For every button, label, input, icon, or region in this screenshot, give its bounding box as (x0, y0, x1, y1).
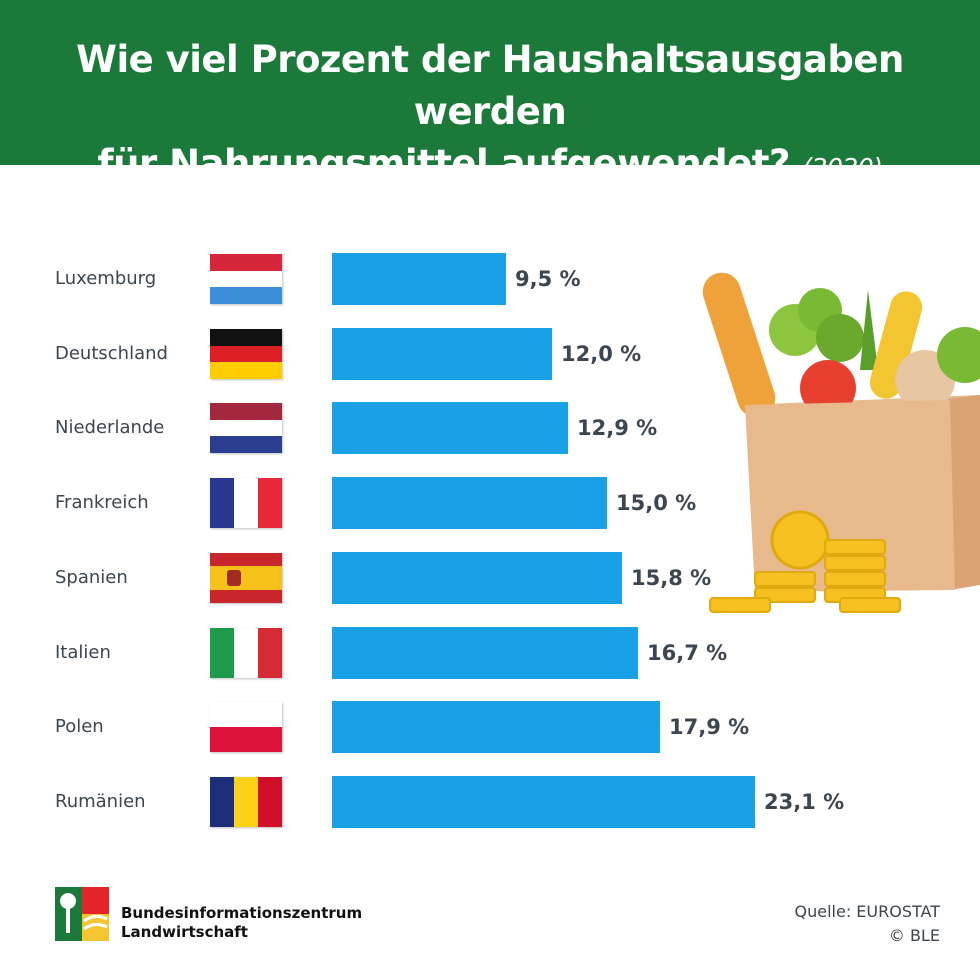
value-label-spanien: 15,8 % (631, 566, 712, 590)
source-note: Quelle: EUROSTAT © BLE (795, 900, 940, 948)
flag-luxembourg-icon (210, 254, 282, 304)
flag-italy-icon (210, 628, 282, 678)
value-label-frankreich: 15,0 % (616, 491, 697, 515)
flag-spain-icon (210, 553, 282, 603)
flag-germany-icon (210, 329, 282, 379)
category-label-deutschland: Deutschland (55, 343, 168, 364)
category-label-italien: Italien (55, 642, 111, 663)
organization-name: Bundesinformationszentrum Landwirtschaft (121, 904, 362, 942)
org-line1: Bundesinformationszentrum (121, 904, 363, 922)
bar-deutschland (332, 328, 552, 380)
ble-logo-icon (55, 887, 109, 941)
flag-netherlands-icon (210, 403, 282, 453)
flag-romania-icon (210, 777, 282, 827)
category-label-polen: Polen (55, 716, 104, 737)
category-label-spanien: Spanien (55, 567, 128, 588)
bar-italien (332, 627, 638, 679)
value-label-polen: 17,9 % (669, 715, 750, 739)
chart-title-line2: für Nahrungsmittel aufgewendet? (2020) (0, 138, 980, 194)
category-label-rumaenien: Rumänien (55, 791, 146, 812)
bar-rumaenien (332, 776, 755, 828)
category-label-niederlande: Niederlande (55, 417, 165, 438)
chart-year: (2020) (802, 153, 883, 182)
source-line: Quelle: EUROSTAT (794, 902, 940, 921)
bar-luxemburg (332, 253, 506, 305)
value-label-luxemburg: 9,5 % (515, 267, 581, 291)
bar-niederlande (332, 402, 568, 454)
chart-title-line1: Wie viel Prozent der Haushaltsausgaben w… (76, 38, 904, 133)
flag-poland-icon (210, 702, 282, 752)
grocery-bag-with-coins-illustration (702, 272, 980, 613)
bar-frankreich (332, 477, 607, 529)
chart-title-text: für Nahrungsmittel aufgewendet? (97, 142, 791, 185)
bar-spanien (332, 552, 622, 604)
org-line2: Landwirtschaft (121, 923, 248, 941)
header-banner: Wie viel Prozent der Haushaltsausgaben w… (0, 0, 980, 185)
value-label-deutschland: 12,0 % (561, 342, 642, 366)
value-label-italien: 16,7 % (647, 641, 728, 665)
flag-france-icon (210, 478, 282, 528)
bar-polen (332, 701, 660, 753)
category-label-frankreich: Frankreich (55, 492, 149, 513)
value-label-niederlande: 12,9 % (577, 416, 658, 440)
copyright-line: © BLE (888, 926, 940, 945)
category-label-luxemburg: Luxemburg (55, 268, 157, 289)
value-label-rumaenien: 23,1 % (764, 790, 845, 814)
